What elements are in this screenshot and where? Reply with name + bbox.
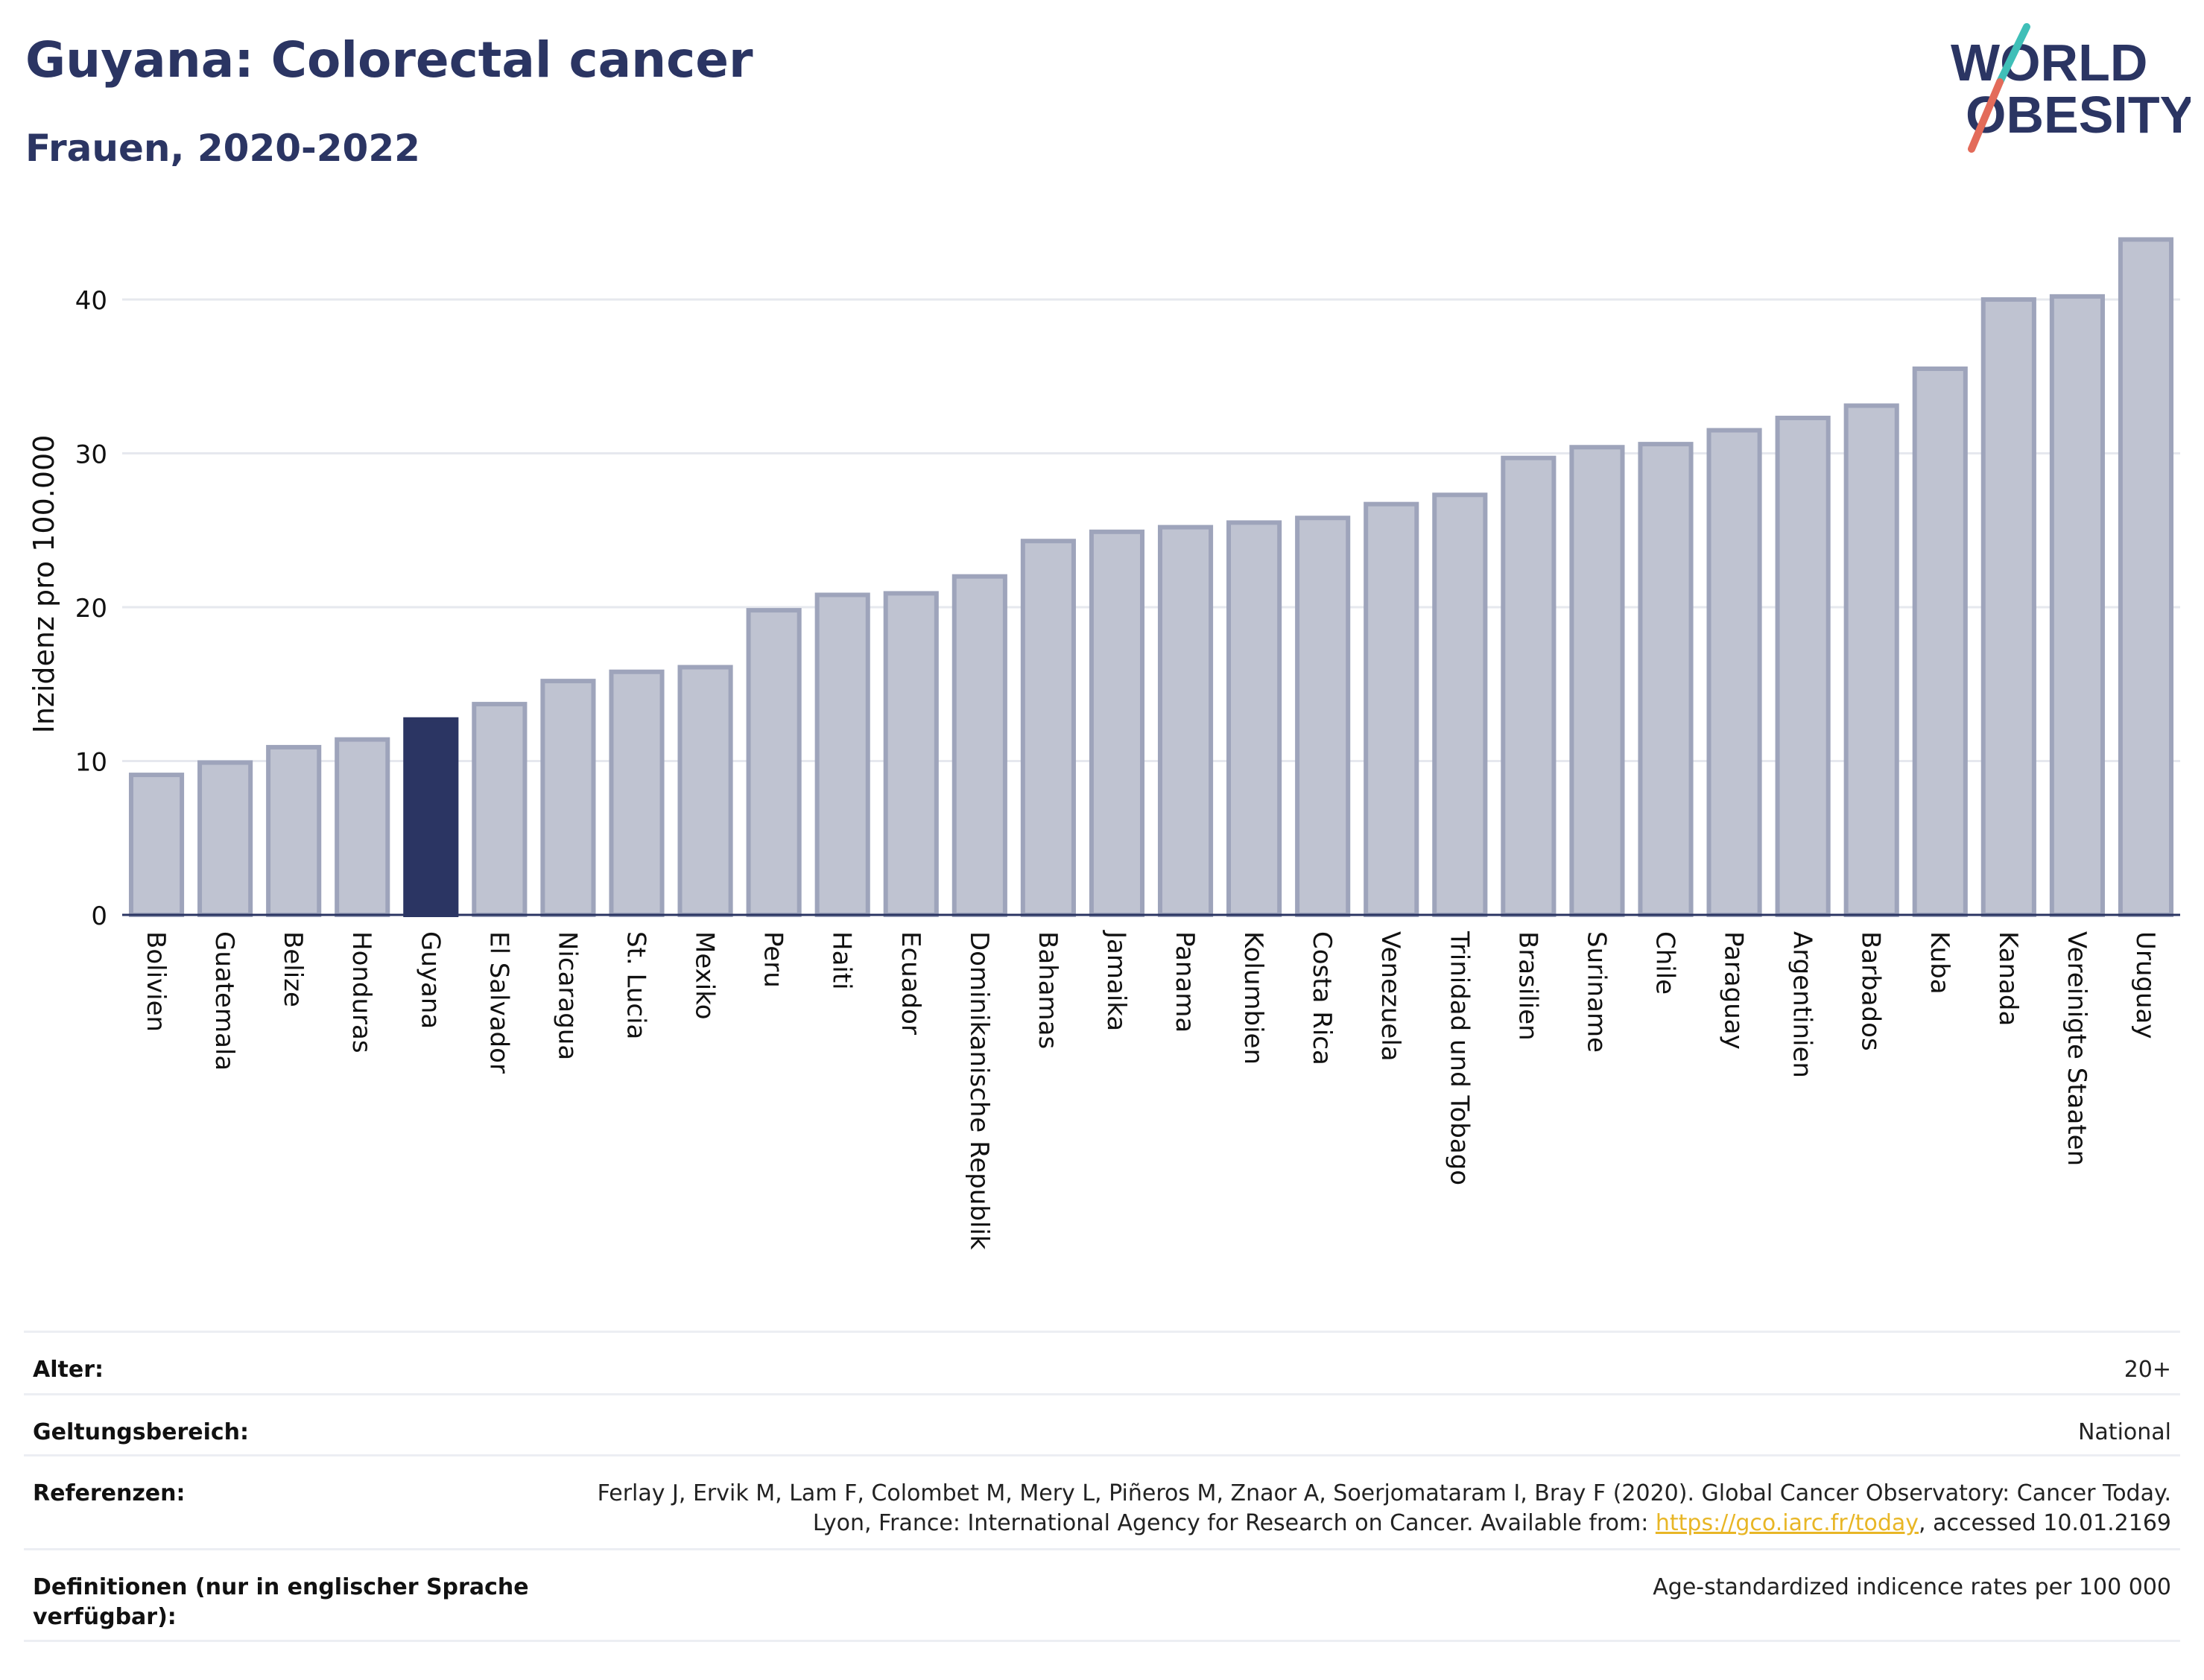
meta-value-definitions: Age-standardized indicence rates per 100… bbox=[1653, 1574, 2171, 1600]
bar-venezuela bbox=[1364, 501, 1419, 917]
bar-jamaika bbox=[1089, 529, 1145, 917]
bar-brasilien bbox=[1501, 455, 1557, 917]
x-tick-label: Brasilien bbox=[1513, 931, 1542, 1041]
x-tick-label: Barbados bbox=[1856, 931, 1886, 1051]
bar-bolivien bbox=[128, 773, 185, 917]
x-tick-label: Mexiko bbox=[690, 931, 720, 1020]
x-tick-label: Trinidad und Tobago bbox=[1444, 931, 1474, 1185]
x-tick-label: Paraguay bbox=[1719, 931, 1749, 1050]
meta-row-age: Alter: 20+ bbox=[24, 1331, 2180, 1393]
x-tick-label: Costa Rica bbox=[1307, 931, 1337, 1065]
meta-value-scope: National bbox=[2077, 1419, 2171, 1445]
bar-vereinigte-staaten bbox=[2049, 294, 2105, 917]
bar-panama bbox=[1157, 524, 1214, 917]
x-tick-label: Suriname bbox=[1581, 931, 1611, 1053]
y-tick-label: 10 bbox=[75, 748, 107, 778]
x-tick-label: Honduras bbox=[346, 931, 376, 1053]
bar-nicaragua bbox=[540, 679, 596, 917]
x-tick-label: Guyana bbox=[415, 931, 445, 1029]
y-tick-label: 40 bbox=[75, 286, 107, 316]
reference-accessed: , accessed 10.01.2169 bbox=[1919, 1510, 2171, 1536]
x-tick-label: Haiti bbox=[827, 931, 857, 990]
x-tick-label: Venezuela bbox=[1375, 931, 1405, 1062]
meta-value-age: 20+ bbox=[2124, 1357, 2171, 1383]
logo-line-1: WORLD bbox=[1951, 34, 2147, 92]
x-tick-label: Argentinien bbox=[1787, 931, 1817, 1078]
bar-suriname bbox=[1569, 445, 1625, 917]
bars bbox=[128, 237, 2174, 918]
logo-slash-teal bbox=[1996, 23, 2030, 86]
bar-uruguay bbox=[2118, 237, 2174, 917]
y-axis-title: Inzidenz pro 100.000 bbox=[28, 435, 60, 734]
y-tick-labels: 0 10 20 30 40 bbox=[75, 286, 107, 931]
meta-row-scope: Geltungsbereich: National bbox=[24, 1393, 2180, 1454]
x-tick-label: Kuba bbox=[1925, 931, 1954, 995]
bar-paraguay bbox=[1706, 428, 1762, 917]
bar-mexiko bbox=[677, 665, 733, 917]
meta-label-definitions: Definitionen (nur in englischer Sprache … bbox=[33, 1574, 529, 1630]
x-tick-label: Kolumbien bbox=[1238, 931, 1268, 1065]
bar-trinidad-und-tobago bbox=[1432, 492, 1488, 917]
x-tick-label: El Salvador bbox=[484, 931, 513, 1074]
bar-st-lucia bbox=[609, 669, 665, 917]
bar-ecuador bbox=[883, 591, 939, 917]
bar-chile bbox=[1638, 442, 1694, 917]
x-tick-label: Uruguay bbox=[2130, 931, 2160, 1039]
bar-dominikanische-republik bbox=[951, 574, 1007, 917]
x-tick-label: Kanada bbox=[1993, 931, 2023, 1026]
x-tick-label: Chile bbox=[1650, 931, 1680, 995]
meta-row-references: Referenzen: Ferlay J, Ervik M, Lam F, Co… bbox=[24, 1454, 2180, 1548]
meta-label-references: Referenzen: bbox=[33, 1480, 186, 1506]
x-tick-label: Nicaragua bbox=[552, 931, 582, 1060]
grid-lines bbox=[122, 298, 2180, 762]
metadata-table: Alter: 20+ Geltungsbereich: National Ref… bbox=[24, 1331, 2180, 1642]
x-tick-label: Guatemala bbox=[209, 931, 239, 1071]
bar-haiti bbox=[814, 592, 870, 917]
bar-guatemala bbox=[197, 760, 253, 917]
bar-peru bbox=[746, 608, 802, 917]
y-tick-label: 30 bbox=[75, 440, 107, 470]
chart-subtitle: Frauen, 2020-2022 bbox=[25, 127, 420, 170]
x-tick-label: Belize bbox=[278, 931, 308, 1007]
bar-kolumbien bbox=[1226, 520, 1282, 917]
meta-row-definitions: Definitionen (nur in englischer Sprache … bbox=[24, 1548, 2180, 1642]
bar-chart: 0 10 20 30 40 Bolivien Guatemala Belize Hondura… bbox=[28, 237, 2180, 1250]
meta-label-scope: Geltungsbereich: bbox=[33, 1419, 250, 1445]
bar-guyana bbox=[403, 717, 459, 917]
bar-kanada bbox=[1980, 297, 2036, 917]
meta-label-age: Alter: bbox=[33, 1357, 104, 1383]
bar-honduras bbox=[335, 737, 390, 918]
logo-slash-coral bbox=[1968, 78, 2004, 153]
y-tick-label: 20 bbox=[75, 594, 107, 624]
bar-el-salvador bbox=[472, 702, 528, 917]
chart-title: Guyana: Colorectal cancer bbox=[25, 31, 753, 89]
world-obesity-logo: WORLD OBESITY bbox=[1951, 23, 2191, 153]
x-tick-labels: Bolivien Guatemala Belize Honduras Guyana El … bbox=[141, 930, 2160, 1250]
x-tick-label: Panama bbox=[1170, 931, 1200, 1033]
reference-link[interactable]: https://gco.iarc.fr/today bbox=[1655, 1510, 1919, 1536]
bar-bahamas bbox=[1020, 539, 1076, 918]
reference-text: Ferlay J, Ervik M, Lam F, Colombet M, Me… bbox=[597, 1480, 2171, 1536]
bar-argentinien bbox=[1775, 416, 1831, 917]
logo-line-2: OBESITY bbox=[1966, 86, 2191, 144]
bar-kuba bbox=[1912, 366, 1968, 917]
x-tick-label: Bahamas bbox=[1033, 931, 1063, 1049]
y-tick-label: 0 bbox=[91, 901, 107, 931]
x-tick-label: Peru bbox=[759, 931, 788, 988]
x-tick-label: Dominikanische Republik bbox=[964, 931, 994, 1250]
bar-barbados bbox=[1843, 403, 1899, 917]
x-tick-label: Bolivien bbox=[141, 931, 171, 1032]
bar-belize bbox=[266, 744, 322, 917]
x-tick-label: St. Lucia bbox=[621, 931, 651, 1039]
x-tick-label: Jamaika bbox=[1101, 930, 1131, 1031]
x-tick-label: Vereinigte Staaten bbox=[2062, 931, 2091, 1166]
meta-value-references: Ferlay J, Ervik M, Lam F, Colombet M, Me… bbox=[577, 1479, 2171, 1538]
bar-costa-rica bbox=[1295, 516, 1351, 917]
x-tick-label: Ecuador bbox=[896, 931, 925, 1035]
